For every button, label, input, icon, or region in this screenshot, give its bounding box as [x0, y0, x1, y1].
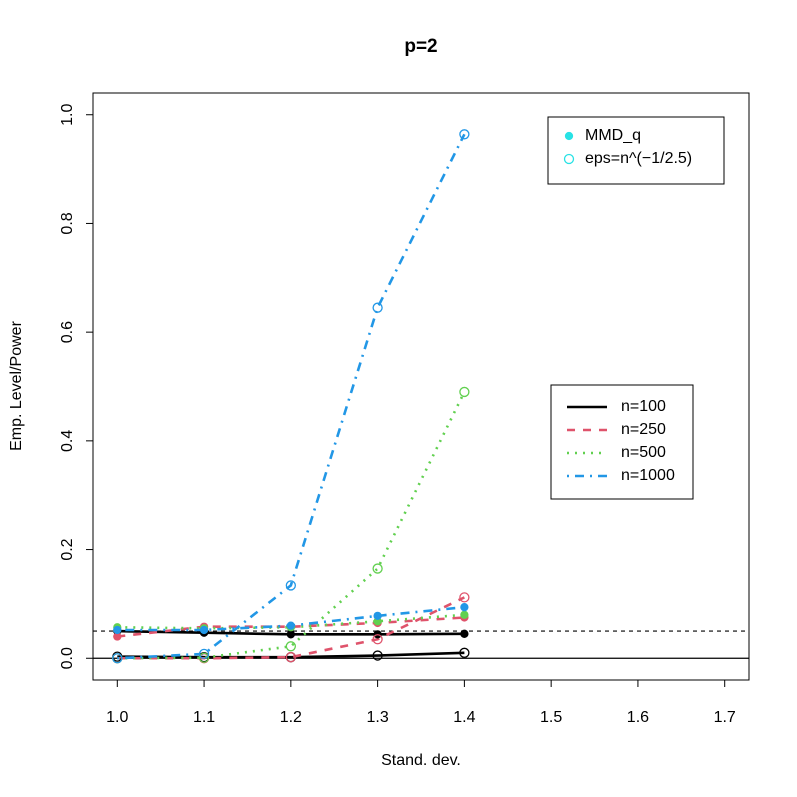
data-point: [198, 652, 210, 663]
data-point: [285, 641, 296, 652]
legend-label: eps=n^(−1/2.5): [585, 150, 692, 167]
legend-box: [550, 384, 694, 500]
x-tick-label: 1.4: [453, 709, 475, 726]
legend-label: n=500: [621, 444, 666, 461]
y-tick-label: 0.6: [59, 321, 76, 343]
legend-label: MMD_q: [585, 127, 641, 144]
legend-marker: [564, 131, 574, 141]
x-tick-label: 1.2: [280, 709, 302, 726]
data-point: [372, 302, 383, 313]
data-point: [286, 630, 295, 639]
data-point: [372, 563, 383, 574]
data-point: [460, 629, 469, 638]
data-point: [373, 611, 382, 621]
x-tick-label: 1.5: [540, 709, 562, 726]
x-tick-label: 1.3: [366, 709, 388, 726]
data-point: [286, 621, 295, 630]
y-tick-label: 0.4: [59, 430, 76, 452]
y-tick-label: 0.8: [59, 212, 76, 234]
x-tick-label: 1.7: [714, 709, 736, 726]
series-line: [117, 613, 465, 630]
series-line: [117, 133, 466, 660]
data-point: [460, 610, 469, 619]
y-axis-label: Emp. Level/Power: [8, 320, 25, 451]
legend-box: [547, 116, 725, 185]
series-line: [117, 391, 466, 660]
legend-label: n=250: [621, 421, 666, 438]
x-axis-label: Stand. dev.: [381, 752, 461, 769]
series-line: [117, 596, 465, 660]
data-point: [198, 648, 210, 660]
legend-marker: [563, 153, 575, 165]
y-tick-label: 1.0: [59, 104, 76, 126]
legend-label: n=1000: [621, 467, 675, 484]
data-point: [459, 592, 470, 603]
data-point: [459, 386, 470, 398]
data-point: [285, 652, 296, 663]
data-point: [460, 603, 469, 612]
data-point: [112, 653, 123, 664]
data-point: [372, 650, 383, 661]
data-point: [459, 129, 470, 140]
data-point: [113, 625, 122, 635]
data-point: [459, 647, 470, 658]
data-point: [199, 625, 209, 635]
data-point: [372, 634, 383, 645]
x-tick-label: 1.1: [193, 709, 215, 726]
x-tick-label: 1.0: [106, 709, 128, 726]
y-tick-label: 0.2: [59, 538, 76, 560]
x-tick-label: 1.6: [627, 709, 649, 726]
series-line: [117, 616, 465, 638]
data-point: [285, 580, 296, 591]
legend-label: n=100: [621, 398, 666, 415]
chart-title: p=2: [404, 36, 437, 57]
y-tick-label: 0.0: [59, 647, 76, 669]
